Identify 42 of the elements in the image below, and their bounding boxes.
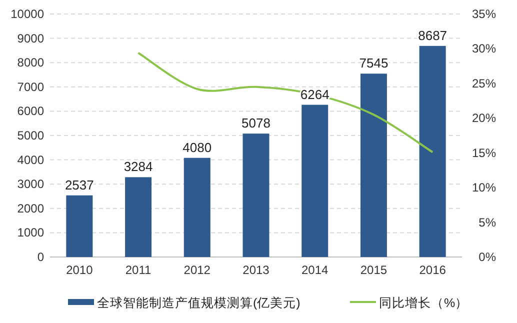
bar [302,104,328,257]
bar [66,195,93,257]
bar [242,134,270,257]
y-tick-label: 2000 [17,201,44,216]
y2-tick-label: 10% [472,180,496,195]
y2-tick-label: 20% [472,111,496,126]
y-tick-label: 6000 [17,104,44,118]
bar [360,74,387,257]
data-label: 2537 [64,177,94,192]
x-tick-label: 2016 [419,263,446,277]
y2-tick-label: 35% [472,7,496,21]
y2-tick-label: 25% [472,76,496,90]
data-label: 7545 [359,56,388,71]
y2-tick-label: 5% [478,215,496,230]
y-tick-label: 0 [37,250,44,264]
data-label: 3284 [124,159,153,174]
y-tick-label: 10000 [10,7,44,21]
x-tick-label: 2014 [302,263,329,277]
line-series [137,52,434,154]
legend-label: 全球智能制造产值规模测算(亿美元) [97,295,300,310]
y-tick-label: 5000 [17,128,44,142]
x-tick-label: 2010 [66,263,94,277]
data-label: 8687 [418,28,448,43]
y-tick-label: 8000 [17,56,44,70]
data-label: 4080 [182,140,212,155]
bar [184,158,210,257]
y2-tick-label: 0% [478,250,496,264]
data-label: 5078 [242,116,270,131]
bar [125,177,152,257]
y-tick-label: 3000 [17,177,44,192]
x-tick-label: 2015 [360,263,388,277]
legend-label: 同比增长（%） [379,296,468,310]
y-tick-label: 9000 [17,31,44,46]
x-tick-label: 2011 [125,263,152,277]
y2-tick-label: 30% [472,42,496,56]
x-tick-label: 2013 [242,263,270,277]
y2-tick-label: 15% [472,146,496,160]
bar [419,46,446,257]
y-tick-label: 4000 [17,152,44,167]
y-tick-label: 7000 [17,80,44,94]
y-tick-label: 1000 [17,226,44,240]
x-tick-label: 2012 [184,263,211,277]
